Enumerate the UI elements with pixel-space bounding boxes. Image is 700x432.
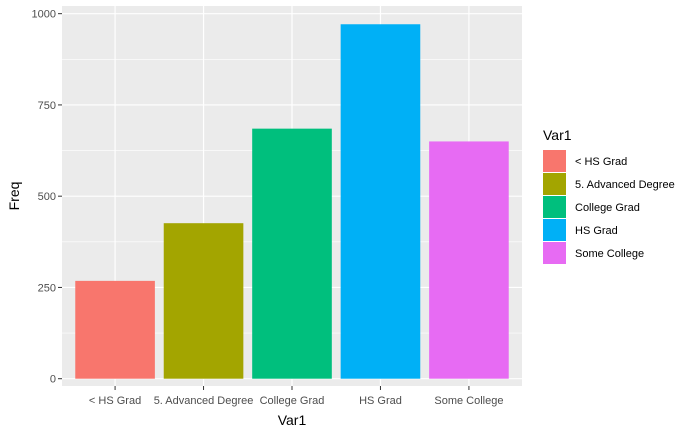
- legend-items: < HS Grad 5. Advanced Degree College Grad H…: [543, 150, 675, 264]
- x-tick-label: < HS Grad: [89, 395, 141, 407]
- legend-label: 5. Advanced Degree: [575, 179, 675, 191]
- y-tick-label: 0: [50, 374, 56, 386]
- bars: [75, 24, 509, 379]
- y-axis: 0 250 500 750 1000: [32, 9, 62, 386]
- legend-key: [543, 173, 566, 195]
- legend-label: < HS Grad: [575, 156, 627, 168]
- x-tick-label: College Grad: [260, 395, 325, 407]
- bar-college-grad: [252, 128, 332, 379]
- bar-5-advanced-degree: [163, 223, 244, 379]
- y-tick-label: 750: [38, 100, 56, 112]
- x-tick-label: 5. Advanced Degree: [154, 395, 254, 407]
- y-axis-title: Freq: [6, 182, 22, 211]
- y-tick-label: 250: [38, 282, 56, 294]
- legend-key: [543, 150, 566, 172]
- x-axis: < HS Grad 5. Advanced Degree College Grad H…: [89, 386, 503, 407]
- legend-key: [543, 196, 566, 218]
- y-tick-label: 1000: [32, 9, 56, 21]
- legend-label: Some College: [575, 248, 644, 260]
- y-tick-label: 500: [38, 191, 56, 203]
- legend-key: [543, 242, 566, 264]
- bar-hs-grad: [340, 24, 421, 379]
- bar-hs-grad: [75, 280, 155, 379]
- legend-label: College Grad: [575, 202, 640, 214]
- legend: Var1 < HS Grad 5. Advanced Degree College …: [543, 127, 675, 264]
- legend-key: [543, 219, 566, 241]
- legend-label: HS Grad: [575, 225, 618, 237]
- legend-title: Var1: [543, 127, 572, 143]
- bar-some-college: [429, 141, 509, 379]
- x-axis-title: Var1: [278, 412, 307, 428]
- x-tick-label: Some College: [434, 395, 503, 407]
- x-tick-label: HS Grad: [359, 395, 402, 407]
